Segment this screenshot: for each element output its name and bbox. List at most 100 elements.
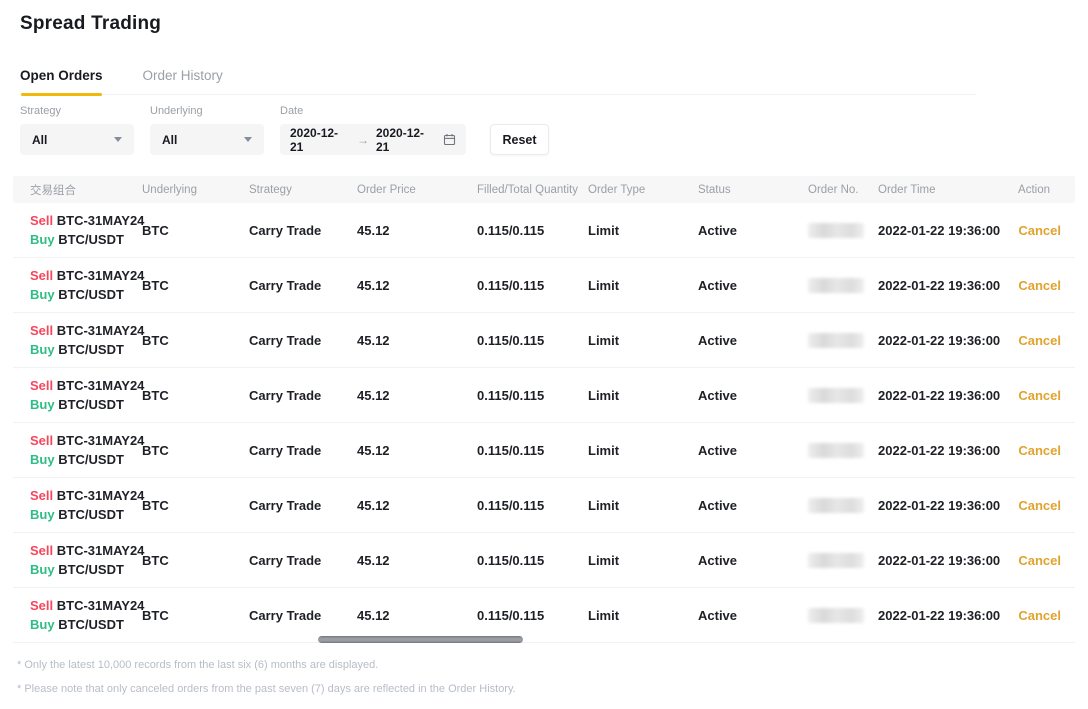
sell-side-label: Sell	[30, 378, 54, 393]
cancel-order-link[interactable]: Cancel	[1018, 222, 1061, 238]
redacted-order-no	[808, 552, 864, 568]
buy-instrument: BTC/USDT	[58, 617, 124, 632]
footnote-canceled-orders: * Please note that only canceled orders …	[17, 683, 516, 695]
order-time-cell: 2022-01-22 19:36:00	[878, 277, 1001, 293]
date-filter: Date 2020-12-21 → 2020-12-21	[280, 105, 466, 155]
cancel-order-link[interactable]: Cancel	[1018, 607, 1061, 623]
order-no-cell	[808, 552, 878, 568]
column-header-order-time: Order Time	[878, 183, 936, 196]
cancel-order-link[interactable]: Cancel	[1018, 552, 1061, 568]
order-no-cell	[808, 277, 878, 293]
strategy-cell: Carry Trade	[249, 387, 322, 403]
sell-side-label: Sell	[30, 598, 54, 613]
filled-total-cell: 0.115/0.115	[477, 332, 545, 348]
action-cell: Cancel	[1014, 388, 1061, 403]
sell-side-label: Sell	[30, 213, 54, 228]
filter-bar: Strategy All Underlying All Date 2020-12…	[20, 105, 549, 155]
order-price-cell: 45.12	[357, 442, 390, 458]
status-cell: Active	[698, 387, 738, 403]
page-title: Spread Trading	[20, 13, 162, 34]
pair-cell: Sell BTC-31MAY24 Buy BTC/USDT	[30, 266, 144, 304]
strategy-filter-label: Strategy	[20, 105, 61, 117]
sell-side-label: Sell	[30, 268, 54, 283]
cancel-order-link[interactable]: Cancel	[1018, 442, 1061, 458]
column-header-pair: 交易组合	[30, 184, 76, 197]
buy-side-label: Buy	[30, 617, 55, 632]
status-cell: Active	[698, 442, 738, 458]
cancel-order-link[interactable]: Cancel	[1018, 332, 1061, 348]
buy-side-label: Buy	[30, 287, 55, 302]
cancel-order-link[interactable]: Cancel	[1018, 277, 1061, 293]
buy-instrument: BTC/USDT	[58, 507, 124, 522]
sell-instrument: BTC-31MAY24	[56, 378, 145, 393]
strategy-select-value: All	[32, 132, 48, 147]
order-type-cell: Limit	[588, 552, 620, 568]
cancel-order-link[interactable]: Cancel	[1018, 497, 1061, 513]
open-orders-table: 交易组合 Underlying Strategy Order Price Fil…	[13, 176, 1075, 643]
column-header-order-price: Order Price	[357, 183, 416, 196]
status-cell: Active	[698, 222, 738, 238]
date-to-value: 2020-12-21	[376, 125, 425, 154]
underlying-filter: Underlying All	[150, 105, 264, 155]
sell-instrument: BTC-31MAY24	[56, 433, 145, 448]
sell-instrument: BTC-31MAY24	[56, 323, 145, 338]
footnotes: * Only the latest 10,000 records from th…	[17, 653, 516, 701]
redacted-order-no	[808, 277, 864, 293]
underlying-cell: BTC	[142, 387, 169, 403]
table-row: Sell BTC-31MAY24 Buy BTC/USDT BTC Carry …	[13, 203, 1075, 258]
reset-button[interactable]: Reset	[490, 124, 549, 155]
footnote-records-limit: * Only the latest 10,000 records from th…	[17, 659, 379, 671]
underlying-filter-label: Underlying	[150, 105, 203, 117]
tab-order-history[interactable]: Order History	[142, 68, 223, 83]
redacted-order-no	[808, 332, 864, 348]
buy-side-label: Buy	[30, 397, 55, 412]
table-row: Sell BTC-31MAY24 Buy BTC/USDT BTC Carry …	[13, 313, 1075, 368]
buy-side-label: Buy	[30, 452, 55, 467]
sell-instrument: BTC-31MAY24	[56, 598, 145, 613]
cancel-order-link[interactable]: Cancel	[1018, 387, 1061, 403]
action-cell: Cancel	[1014, 333, 1061, 348]
underlying-cell: BTC	[142, 497, 169, 513]
order-price-cell: 45.12	[357, 332, 390, 348]
order-price-cell: 45.12	[357, 497, 390, 513]
order-price-cell: 45.12	[357, 387, 390, 403]
underlying-cell: BTC	[142, 552, 169, 568]
date-from-value: 2020-12-21	[290, 125, 339, 154]
action-cell: Cancel	[1014, 553, 1061, 568]
strategy-cell: Carry Trade	[249, 442, 322, 458]
sell-side-label: Sell	[30, 323, 54, 338]
action-cell: Cancel	[1014, 278, 1061, 293]
pair-cell: Sell BTC-31MAY24 Buy BTC/USDT	[30, 596, 145, 634]
underlying-cell: BTC	[142, 277, 169, 293]
strategy-cell: Carry Trade	[249, 497, 322, 513]
filled-total-cell: 0.115/0.115	[477, 387, 545, 403]
buy-side-label: Buy	[30, 562, 55, 577]
tab-bar: Open Orders Order History	[20, 62, 976, 96]
underlying-cell: BTC	[142, 442, 169, 458]
table-header-row: 交易组合 Underlying Strategy Order Price Fil…	[13, 176, 1075, 203]
buy-instrument: BTC/USDT	[58, 452, 124, 467]
column-header-underlying: Underlying	[142, 183, 197, 196]
strategy-select[interactable]: All	[20, 124, 134, 155]
table-body: Sell BTC-31MAY24 Buy BTC/USDT BTC Carry …	[13, 203, 1075, 643]
order-no-cell	[808, 442, 878, 458]
filled-total-cell: 0.115/0.115	[477, 442, 545, 458]
redacted-order-no	[808, 607, 864, 623]
order-type-cell: Limit	[588, 442, 620, 458]
table-row: Sell BTC-31MAY24 Buy BTC/USDT BTC Carry …	[13, 423, 1075, 478]
pair-cell: Sell BTC-31MAY24 Buy BTC/USDT	[30, 541, 144, 579]
strategy-filter: Strategy All	[20, 105, 134, 155]
redacted-order-no	[808, 442, 864, 458]
buy-instrument: BTC/USDT	[58, 562, 124, 577]
tab-open-orders[interactable]: Open Orders	[20, 62, 103, 96]
horizontal-scrollbar-thumb[interactable]	[318, 636, 523, 643]
underlying-cell: BTC	[142, 332, 169, 348]
underlying-select[interactable]: All	[150, 124, 264, 155]
arrow-right-icon: →	[357, 132, 369, 147]
date-range-picker[interactable]: 2020-12-21 → 2020-12-21	[280, 124, 466, 155]
status-cell: Active	[698, 332, 738, 348]
underlying-select-value: All	[162, 132, 178, 147]
column-header-filled-total: Filled/Total Quantity	[477, 183, 578, 196]
strategy-cell: Carry Trade	[249, 222, 322, 238]
order-no-cell	[808, 497, 878, 513]
